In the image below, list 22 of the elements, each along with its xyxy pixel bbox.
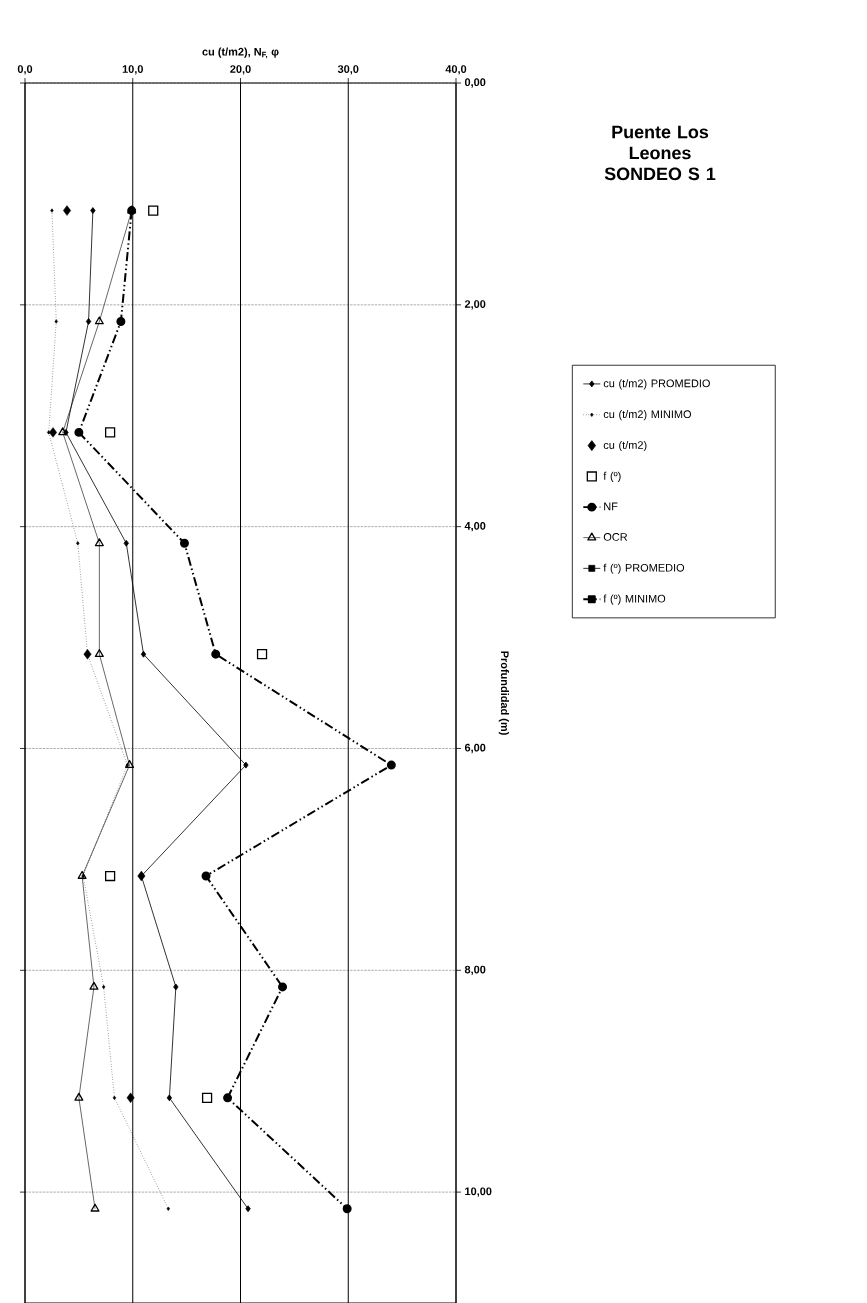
x-tick-label: 10,0 [122,65,143,75]
legend-label: cu (t/m2) [603,440,647,452]
x-tick-label: 40,0 [445,65,467,75]
x-tick-label: 20,0 [230,65,251,75]
y-tick-label: 10,00 [465,1187,492,1197]
legend-label: f (º) PROMEDIO [603,563,685,574]
y-tick-label: 4,00 [464,521,486,532]
y-axis-title: Profundidad (m) [498,651,509,735]
x-tick-label: 0,0 [17,65,33,75]
x-axis-title: cu (t/m2), N$_{F,}$ φ [202,47,279,59]
y-tick-label: 6,00 [464,743,486,754]
y-tick-label: 0,00 [464,78,486,88]
legend-label: OCR [603,533,628,541]
legend-label: cu (t/m2) MINIMO [603,410,692,421]
legend-label: f (º) [603,471,621,482]
y-tick-label: 2,00 [464,300,486,310]
y-tick-label: 8,00 [464,965,486,975]
legend-label: NF [604,502,618,511]
x-tick-label: 30,0 [337,65,359,75]
text: Puente Los Leones SONDEO S 1 [604,125,716,181]
legend-label: cu (t/m2) PROMEDIO [603,379,710,390]
legend-label: f (º) MINIMO [603,594,666,605]
